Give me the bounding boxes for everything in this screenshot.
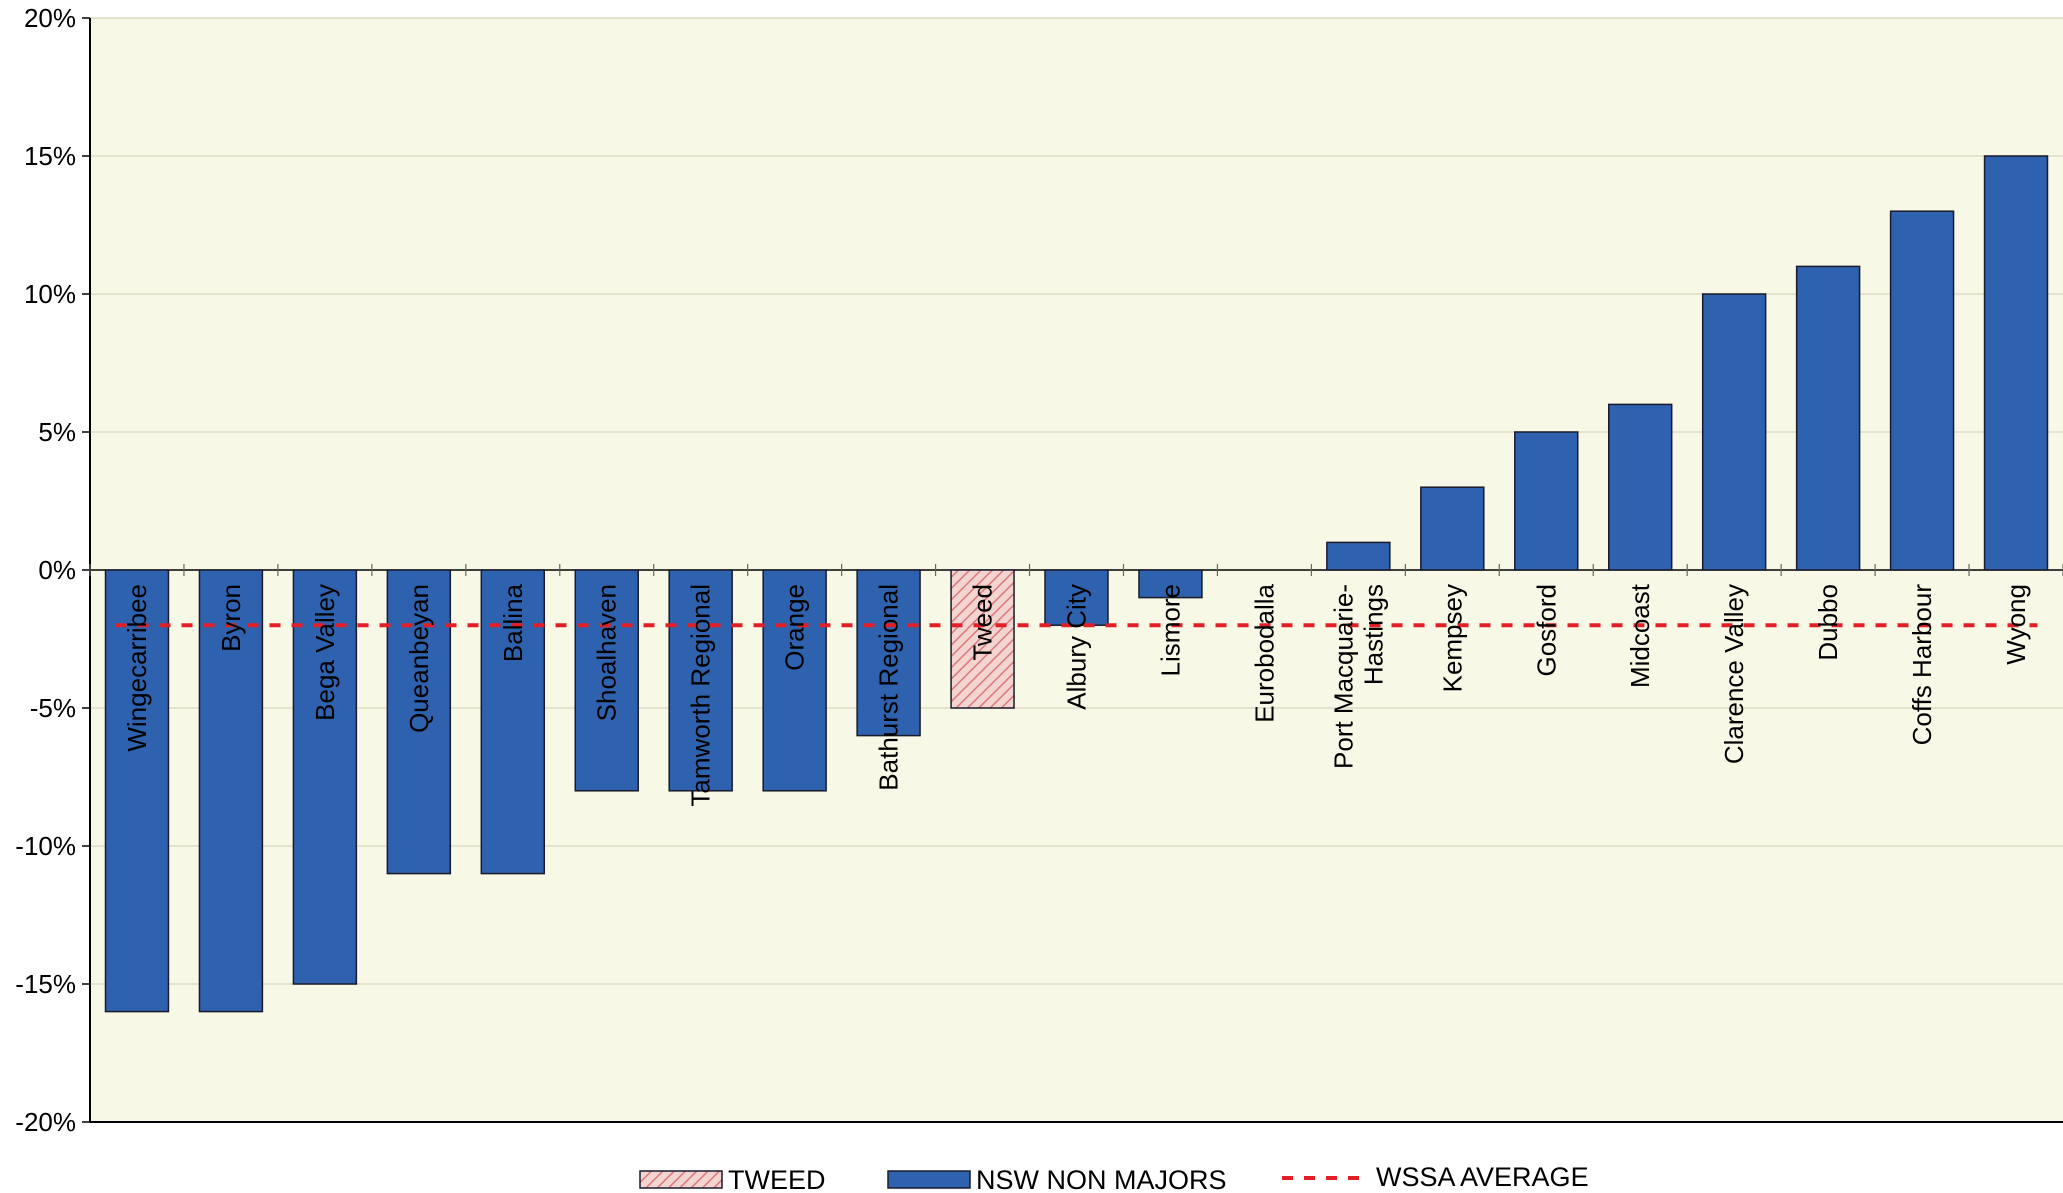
bar-bathurst-regional xyxy=(856,569,921,737)
bar-clarence-valley xyxy=(1701,293,1767,571)
category-label-byron: Byron xyxy=(216,584,246,652)
category-label-line: Gosford xyxy=(1531,584,1561,677)
y-tick-label: 5% xyxy=(38,417,76,447)
category-label-line: Ballina xyxy=(498,583,528,662)
bar-albury-city xyxy=(1044,569,1109,626)
category-label-line: Kempsey xyxy=(1437,584,1467,692)
bar-lismore xyxy=(1138,569,1203,599)
category-label-port-macquarie-hastings: Port Macquarie- Hastings xyxy=(1328,584,1388,769)
category-label-wingecarribee: Wingecarribee xyxy=(122,584,152,752)
category-label-eurobodalla: Eurobodalla xyxy=(1249,583,1279,722)
bars xyxy=(104,155,2049,1013)
category-label-line: Dubbo xyxy=(1813,584,1843,661)
bar-wyong xyxy=(1983,155,2049,571)
legend-item-tweed: TWEED xyxy=(639,1165,826,1193)
bar-orange xyxy=(762,569,827,792)
y-tick-label: 0% xyxy=(38,555,76,585)
category-label-line: Lismore xyxy=(1155,584,1185,676)
category-label-line: Hastings xyxy=(1358,584,1388,685)
category-labels: Wingecarribee Byron Bega Valley Queanbeyan B… xyxy=(122,583,2031,806)
category-label-line: Bega Valley xyxy=(310,584,340,721)
bar-kempsey xyxy=(1420,486,1485,571)
category-label-line: Orange xyxy=(780,584,810,671)
category-label-wyong: Wyong xyxy=(2001,584,2031,665)
category-label-line: Tweed xyxy=(968,584,998,661)
category-label-orange: Orange xyxy=(780,584,810,671)
category-label-coffs-harbour: Coffs Harbour xyxy=(1907,584,1937,746)
bar-port-macquarie-hastings xyxy=(1326,541,1391,571)
bar-tweed xyxy=(950,569,1015,709)
legend-swatch-nsw-non-majors xyxy=(887,1170,971,1189)
category-label-line: Bathurst Regional xyxy=(874,584,904,791)
category-label-line: Byron xyxy=(216,584,246,652)
bar-midcoast xyxy=(1607,403,1673,571)
y-tick-label: -20% xyxy=(15,1107,76,1137)
bar-coffs-harbour xyxy=(1889,210,1955,571)
bar-wingecarribee xyxy=(104,569,170,1013)
gridlines xyxy=(90,17,2063,985)
bar-ballina xyxy=(480,569,546,875)
category-label-bega-valley: Bega Valley xyxy=(310,584,340,721)
legend-item-wssa-average: WSSA AVERAGE xyxy=(1282,1162,1589,1192)
category-label-line: Clarence Valley xyxy=(1719,584,1749,764)
category-label-kempsey: Kempsey xyxy=(1437,584,1467,692)
category-label-line: Tamworth Regional xyxy=(686,584,716,807)
category-label-line: Wyong xyxy=(2001,584,2031,665)
category-label-bathurst-regional: Bathurst Regional xyxy=(874,584,904,791)
y-tick-label: 10% xyxy=(24,279,76,309)
category-label-dubbo: Dubbo xyxy=(1813,584,1843,661)
bar-queanbeyan xyxy=(386,569,452,875)
legend-label-nsw-non-majors: NSW NON MAJORS xyxy=(976,1165,1227,1193)
y-tick-label: 20% xyxy=(24,3,76,33)
category-label-gosford: Gosford xyxy=(1531,584,1561,677)
y-tick-label: -10% xyxy=(15,831,76,861)
category-label-line: Queanbeyan xyxy=(404,584,434,733)
category-label-line: Coffs Harbour xyxy=(1907,584,1937,746)
category-label-line: Wingecarribee xyxy=(122,584,152,752)
bar-tamworth-regional xyxy=(668,569,733,792)
legend-label-tweed: TWEED xyxy=(728,1165,826,1193)
category-label-lismore: Lismore xyxy=(1155,584,1185,676)
bar-dubbo xyxy=(1795,265,1861,571)
axes: 20% 15% 10% 5% 0% -5% -10% -15% -20% xyxy=(15,3,2063,1137)
bar-bega-valley xyxy=(292,569,358,985)
category-label-ballina: Ballina xyxy=(498,583,528,662)
category-label-clarence-valley: Clarence Valley xyxy=(1719,584,1749,764)
category-label-line: Eurobodalla xyxy=(1249,583,1279,722)
legend: TWEED NSW NON MAJORS WSSA AVERAGE xyxy=(639,1162,1589,1193)
category-label-queanbeyan: Queanbeyan xyxy=(404,584,434,733)
category-label-tamworth-regional: Tamworth Regional xyxy=(686,584,716,807)
y-tick-label: -15% xyxy=(15,969,76,999)
category-label-line: Midcoast xyxy=(1625,583,1655,688)
category-label-tweed: Tweed xyxy=(968,584,998,661)
bar-gosford xyxy=(1514,431,1579,571)
bar-shoalhaven xyxy=(574,569,639,792)
category-label-line: Albury City xyxy=(1062,584,1092,710)
legend-swatch-tweed xyxy=(639,1170,723,1189)
legend-item-nsw-non-majors: NSW NON MAJORS xyxy=(887,1165,1227,1193)
y-tick-label: 15% xyxy=(24,141,76,171)
legend-label-wssa-average: WSSA AVERAGE xyxy=(1376,1162,1589,1192)
y-tick-label: -5% xyxy=(30,693,76,723)
category-label-midcoast: Midcoast xyxy=(1625,583,1655,688)
bar-byron xyxy=(198,569,264,1013)
category-label-line: Port Macquarie- xyxy=(1328,584,1358,769)
category-label-albury-city: Albury City xyxy=(1062,584,1092,710)
category-label-line: Shoalhaven xyxy=(592,584,622,721)
category-label-shoalhaven: Shoalhaven xyxy=(592,584,622,721)
